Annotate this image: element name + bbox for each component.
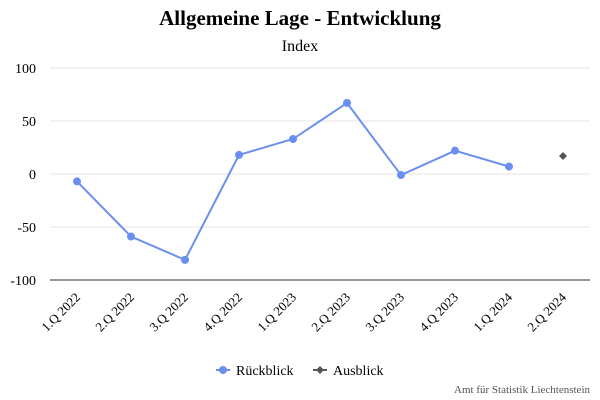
data-point-marker [181, 255, 189, 264]
x-tick-label: 1.Q 2022 [38, 290, 83, 335]
data-point-marker [127, 232, 135, 241]
x-tick-label: 1.Q 2023 [254, 290, 299, 335]
x-tick-label: 2.Q 2022 [92, 290, 137, 335]
data-point-marker [343, 98, 351, 107]
x-tick-label: 1.Q 2024 [470, 289, 515, 334]
data-point-marker [559, 151, 567, 160]
x-tick-label: 4.Q 2023 [416, 290, 461, 335]
x-tick-label: 2.Q 2023 [308, 290, 353, 335]
data-point-marker [289, 135, 297, 144]
data-point-marker [505, 162, 513, 171]
chart-title: Allgemeine Lage - Entwicklung [159, 6, 441, 30]
y-tick-label: -100 [10, 274, 36, 289]
x-tick-label: 4.Q 2022 [200, 290, 245, 335]
chart-subtitle: Index [281, 38, 319, 55]
y-tick-label: 100 [15, 62, 36, 77]
source-credit: Amt für Statistik Liechtenstein [454, 384, 590, 396]
y-tick-label: 50 [22, 115, 36, 130]
legend-marker-0 [219, 366, 227, 374]
legend-label-0: Rückblick [236, 364, 294, 379]
y-tick-label: 0 [29, 168, 36, 183]
x-tick-label: 2.Q 2024 [524, 289, 569, 334]
y-tick-label: -50 [17, 221, 36, 236]
data-point-marker [235, 150, 243, 159]
data-point-marker [397, 171, 405, 180]
x-tick-label: 3.Q 2022 [146, 290, 191, 335]
series-line-0 [76, 101, 510, 262]
data-point-marker [451, 146, 459, 155]
legend-marker-1 [316, 366, 324, 374]
x-tick-label: 3.Q 2023 [362, 290, 407, 335]
legend-label-1: Ausblick [333, 364, 384, 379]
data-point-marker [73, 177, 81, 186]
